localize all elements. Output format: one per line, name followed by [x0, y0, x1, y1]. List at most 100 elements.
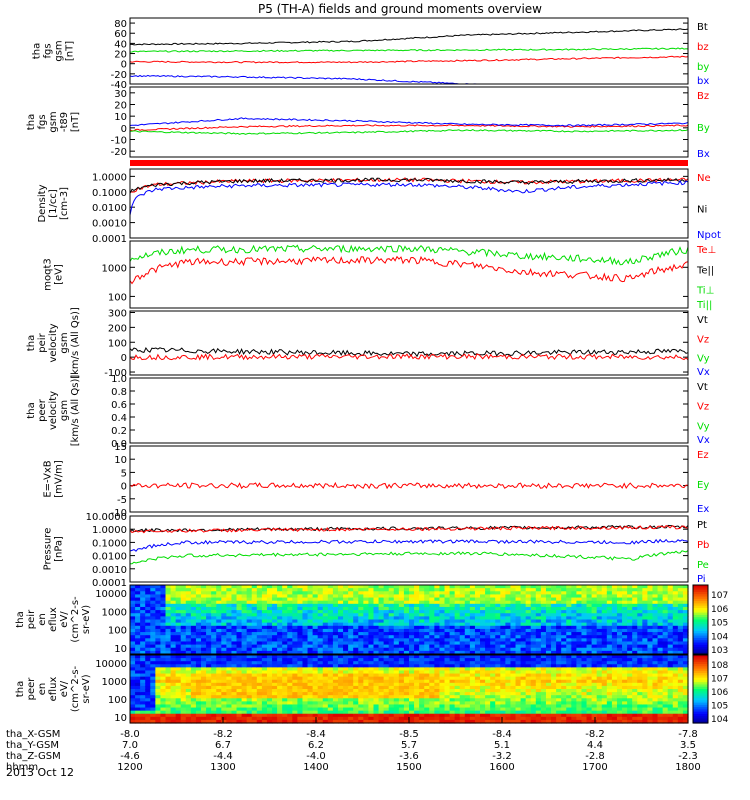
heat-cell [576, 655, 583, 659]
heat-cell [586, 661, 593, 665]
heat-cell [551, 713, 557, 718]
heat-cell [485, 635, 491, 639]
heat-cell [525, 600, 532, 605]
heat-cell [343, 695, 349, 699]
heat-cell [261, 628, 268, 633]
heat-cell [495, 625, 501, 630]
ylabel-line: gsm [59, 332, 70, 353]
heat-cell [251, 685, 258, 690]
heat-cell [474, 704, 481, 709]
heat-cell [581, 644, 588, 649]
heat-cell [622, 676, 628, 681]
heat-cell [378, 588, 385, 592]
heat-cell [561, 673, 567, 678]
heat-cell [195, 613, 202, 617]
heat-cell [403, 679, 410, 684]
heat-cell [383, 707, 390, 712]
heat-cell [485, 588, 491, 592]
heat-cell [343, 625, 349, 630]
ytick-label: 0.0100 [92, 203, 127, 214]
heat-cell [393, 707, 400, 712]
heat-cell [231, 635, 238, 639]
heat-cell [206, 719, 212, 724]
heat-cell [596, 622, 603, 627]
heat-cell [591, 695, 598, 699]
heat-cell [480, 638, 486, 643]
heat-cell [155, 597, 162, 602]
heat-cell [180, 650, 187, 655]
heat-cell [657, 591, 664, 596]
heat-cell [682, 600, 689, 605]
heat-cell [195, 610, 202, 614]
heat-cell [236, 594, 243, 599]
heat-cell [332, 685, 339, 690]
heat-cell [429, 616, 435, 621]
heat-cell [601, 613, 608, 617]
heat-cell [393, 632, 400, 636]
heat-cell [383, 655, 390, 659]
heat-cell [170, 591, 177, 596]
heat-cell [464, 600, 471, 605]
heat-cell [551, 685, 557, 690]
heat-cell [322, 692, 329, 696]
heat-cell [606, 585, 613, 589]
heat-cell [556, 695, 562, 699]
heat-cell [272, 704, 278, 709]
heat-cell [556, 585, 562, 589]
heat-cell [348, 713, 354, 718]
heat-cell [545, 676, 552, 681]
heat-cell [530, 625, 537, 630]
heat-cell [495, 673, 501, 678]
heat-cell [216, 632, 222, 636]
heat-cell [469, 588, 476, 592]
heat-cell [130, 670, 136, 675]
heat-cell [353, 701, 359, 706]
heat-cell [206, 632, 212, 636]
heat-cell [480, 716, 486, 721]
heat-cell [221, 673, 227, 678]
heat-cell [434, 650, 441, 655]
heat-cell [480, 600, 486, 605]
heat-cell [535, 707, 542, 712]
heat-cell [317, 673, 324, 678]
heat-cell [256, 661, 263, 665]
heat-cell [616, 603, 623, 608]
heat-cell [545, 679, 552, 684]
heat-cell [216, 644, 222, 649]
heat-cell [155, 650, 162, 655]
heat-cell [180, 695, 187, 699]
heat-cell [190, 628, 197, 633]
heat-cell [221, 647, 227, 652]
heat-cell [571, 716, 577, 721]
heat-cell [662, 622, 669, 627]
heat-cell [515, 597, 522, 602]
heat-cell [388, 655, 395, 659]
heat-cell [611, 664, 618, 668]
heat-cell [378, 685, 385, 690]
heat-cell [332, 585, 339, 589]
heat-cell [515, 710, 522, 715]
heat-cell [211, 673, 217, 678]
heat-cell [236, 658, 243, 662]
heat-cell [195, 689, 202, 693]
heat-cell [637, 603, 643, 608]
heat-cell [601, 600, 608, 605]
heat-cell [403, 594, 410, 599]
heat-cell [261, 707, 268, 712]
heat-cell [195, 588, 202, 592]
heat-cell [632, 619, 638, 624]
colorbar-cell [693, 628, 708, 632]
heat-cell [606, 704, 613, 709]
heat-cell [185, 625, 192, 630]
heat-cell [449, 600, 456, 605]
heat-cell [130, 641, 136, 646]
heat-cell [495, 622, 501, 627]
heat-cell [632, 679, 638, 684]
heat-cell [201, 710, 207, 715]
heat-cell [353, 664, 359, 668]
heat-cell [140, 692, 146, 696]
heat-cell [398, 600, 405, 605]
heat-cell [246, 685, 253, 690]
heat-cell [150, 698, 156, 702]
heat-cell [444, 695, 451, 699]
